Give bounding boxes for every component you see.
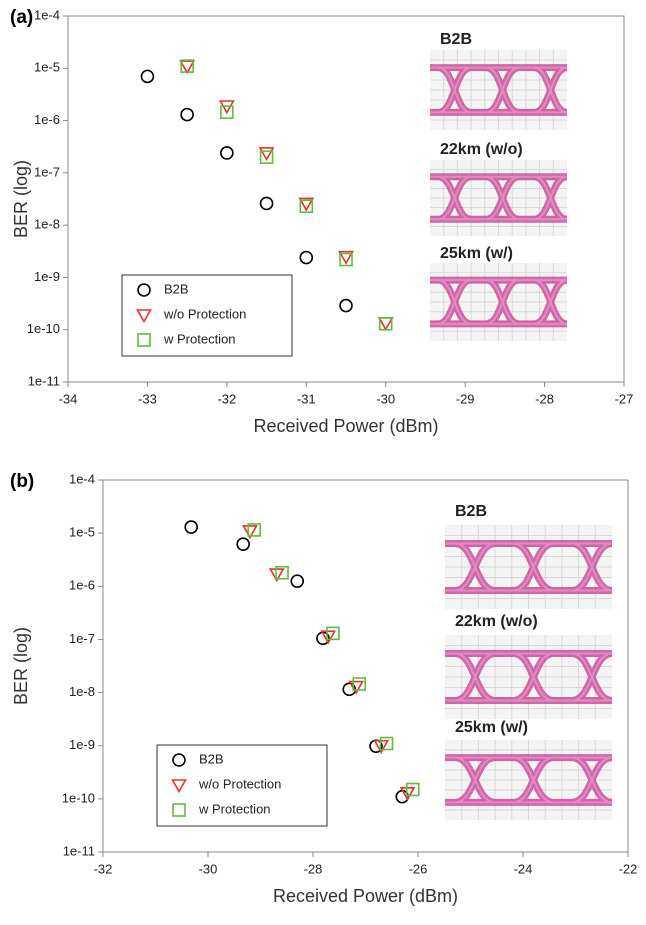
- inset-label: B2B: [455, 503, 487, 520]
- point: [221, 147, 233, 159]
- eye-diagram: [445, 740, 612, 820]
- legend-label: w/o Protection: [163, 306, 246, 321]
- x-tick-label: -29: [456, 391, 475, 406]
- y-tick-label: 1e-7: [34, 164, 60, 179]
- inset-label: 25km (w/): [440, 245, 513, 262]
- point: [260, 148, 273, 160]
- inset-label: 22km (w/o): [455, 613, 538, 630]
- eye-diagram: [445, 635, 612, 719]
- inset-label: 25km (w/): [455, 719, 528, 736]
- legend-label: w Protection: [163, 331, 236, 346]
- y-tick-label: 1e-5: [34, 60, 60, 75]
- y-tick-label: 1e-6: [34, 112, 60, 127]
- inset-label: B2B: [440, 31, 472, 48]
- y-tick-label: 1e-8: [34, 217, 60, 232]
- y-tick-label: 1e-6: [69, 578, 95, 593]
- x-axis-title: Received Power (dBm): [253, 416, 438, 436]
- y-tick-label: 1e-7: [69, 631, 95, 646]
- panel-label: (a): [10, 7, 33, 28]
- legend-label: w Protection: [198, 801, 271, 816]
- page: {"chart_data": [ {"type": "scatter", "pa…: [0, 0, 646, 925]
- y-tick-label: 1e-4: [69, 471, 95, 486]
- x-tick-label: -30: [376, 391, 395, 406]
- x-tick-label: -28: [304, 861, 323, 876]
- point: [181, 109, 193, 121]
- legend-label: w/o Protection: [198, 776, 281, 791]
- figure: (a) B2B 22km (w/o) 25km (w/) 1e-11 1e-10 1e-9 1…: [0, 0, 646, 925]
- legend-label: B2B: [164, 281, 189, 296]
- x-tick-label: -22: [619, 861, 638, 876]
- eye-diagram: [430, 50, 567, 130]
- eye-diagram: [445, 525, 612, 609]
- point: [340, 300, 352, 312]
- y-tick-label: 1e-11: [63, 843, 95, 858]
- point: [185, 521, 197, 533]
- x-tick-label: -32: [217, 391, 236, 406]
- y-axis-title: BER (log): [11, 160, 31, 238]
- x-tick-label: -27: [615, 391, 634, 406]
- eye-diagram: [430, 160, 567, 236]
- x-tick-label: -33: [138, 391, 157, 406]
- x-axis-title: Received Power (dBm): [273, 886, 458, 906]
- legend-label: B2B: [199, 751, 224, 766]
- y-tick-label: 1e-5: [69, 525, 95, 540]
- x-tick-label: -32: [94, 861, 113, 876]
- eye-diagram: [430, 263, 567, 341]
- point: [379, 318, 392, 330]
- x-tick-label: -34: [59, 391, 78, 406]
- y-tick-label: 1e-11: [28, 373, 60, 388]
- inset-label: 22km (w/o): [440, 141, 523, 158]
- x-tick-label: -30: [199, 861, 218, 876]
- y-tick-label: 1e-9: [69, 737, 95, 752]
- y-tick-label: 1e-9: [34, 269, 60, 284]
- point: [141, 70, 153, 82]
- point: [181, 61, 194, 73]
- x-tick-label: -28: [535, 391, 554, 406]
- point: [261, 197, 273, 209]
- point: [300, 252, 312, 264]
- point: [237, 538, 249, 550]
- y-tick-label: 1e-10: [27, 321, 60, 336]
- point: [291, 575, 303, 587]
- y-axis-title: BER (log): [11, 627, 31, 705]
- x-tick-label: -24: [514, 861, 533, 876]
- y-tick-label: 1e-8: [69, 684, 95, 699]
- panel-label: (b): [10, 471, 34, 492]
- y-tick-label: 1e-4: [34, 7, 60, 22]
- y-tick-label: 1e-10: [62, 790, 95, 805]
- x-tick-label: -26: [409, 861, 428, 876]
- x-tick-label: -31: [297, 391, 316, 406]
